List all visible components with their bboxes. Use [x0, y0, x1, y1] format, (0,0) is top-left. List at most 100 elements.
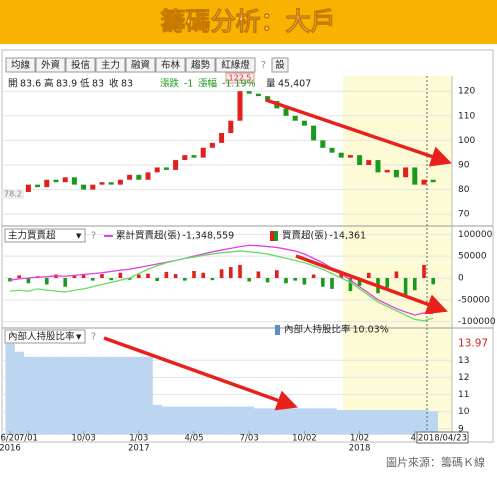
insider-step	[14, 351, 24, 434]
candle	[25, 184, 31, 193]
candle	[237, 91, 243, 121]
panel-selector[interactable]	[4, 228, 86, 243]
info-close-label: 收	[109, 78, 119, 90]
settings-button[interactable]	[271, 57, 289, 73]
candle	[338, 152, 344, 158]
arrow	[103, 336, 298, 411]
flow-bar	[238, 264, 242, 278]
insider-step	[290, 408, 300, 434]
info-high: 83.9	[56, 79, 77, 90]
toolbar-button[interactable]	[155, 57, 186, 73]
insider-step	[33, 356, 43, 434]
toolbar-button[interactable]	[35, 57, 66, 73]
flow-bar	[109, 278, 113, 281]
flow-bar	[155, 278, 159, 282]
panel-selector-label: 內部人持股比率	[8, 331, 75, 343]
toolbar-button[interactable]	[125, 57, 156, 73]
x-tick-label: 7/01	[19, 434, 38, 444]
cursor-date: 2018/04/23	[418, 434, 467, 444]
insider-step	[88, 356, 98, 434]
candle	[191, 155, 197, 158]
info-change-pct_label: 漲幅	[198, 78, 218, 90]
info-change-pct: -1.19%	[222, 79, 256, 90]
insider-step	[115, 356, 126, 434]
y-tick-label: 90	[458, 160, 470, 170]
help-icon[interactable]: ?	[91, 231, 96, 242]
legend-label: 累計買賣超(張)	[116, 230, 180, 242]
y-tick-label: 100	[458, 136, 475, 146]
toolbar-button[interactable]	[185, 57, 216, 73]
y-tick-label: -50000	[458, 295, 490, 305]
toolbar-button[interactable]	[95, 57, 126, 73]
flow-bar	[265, 278, 270, 283]
x-tick-label: 4/05	[184, 434, 203, 444]
y-tick-label: 11	[458, 390, 469, 400]
insider-step	[5, 343, 15, 434]
candle	[430, 179, 436, 183]
highlight-region	[343, 76, 452, 434]
candle	[366, 160, 372, 165]
flow-bar	[100, 274, 104, 278]
candle	[99, 182, 105, 185]
flow-bar	[431, 278, 435, 285]
toolbar-button[interactable]	[215, 57, 256, 73]
source-note: 圖片來源：籌碼Ｋ線	[386, 455, 485, 469]
annotation-arrows	[103, 98, 452, 411]
y-tick-label: 70	[458, 210, 470, 220]
help-icon[interactable]: ?	[91, 332, 96, 343]
candle	[182, 155, 188, 161]
header-title: 籌碼分析：大戶	[160, 7, 335, 36]
toolbar-button-label: 布林	[161, 59, 181, 71]
candle	[145, 172, 151, 180]
toolbar-button[interactable]	[65, 57, 96, 73]
flow-bar	[348, 278, 353, 292]
insider-step	[272, 408, 282, 434]
candle	[265, 96, 271, 102]
flow-bar	[229, 267, 233, 278]
flow-bar	[183, 278, 187, 281]
insider-step	[134, 356, 144, 434]
insider-step	[198, 406, 208, 434]
candle	[90, 184, 96, 190]
flow-bar	[137, 274, 141, 278]
flow-bar	[302, 278, 307, 285]
info-open: 83.6	[20, 79, 41, 90]
insider-step	[207, 406, 218, 434]
toolbar-button[interactable]	[5, 57, 36, 73]
insider-step	[42, 356, 52, 434]
flow-bar	[367, 272, 371, 278]
insider-step	[281, 408, 291, 434]
candle	[81, 184, 87, 190]
insider-step	[51, 356, 61, 434]
insider-step	[189, 406, 199, 434]
candle	[329, 147, 335, 153]
insider-step	[299, 408, 310, 434]
arrow	[295, 254, 448, 315]
toolbar-button-label: 融資	[131, 59, 150, 71]
candle	[357, 155, 363, 165]
toolbar-button-label: 主力	[101, 59, 120, 71]
data-layer: 122.5 78.2	[2, 72, 452, 434]
ui-layer: 均線 外資 投信 主力 融資 布林 趨勢 紅綠燈? 設開 83.6 高 83.9 低 83 收 83 漲跌 -1 漲…	[0, 57, 496, 454]
insider-step	[309, 408, 319, 434]
insider-step	[345, 410, 356, 434]
info-high-label: 高	[44, 78, 54, 90]
info-change-label: 漲跌	[160, 78, 180, 90]
insider-step	[382, 410, 392, 434]
x-tick-label: 7/03	[240, 434, 259, 444]
help-icon[interactable]: ?	[261, 60, 266, 71]
insider-step	[69, 356, 80, 434]
legend-swatch	[274, 231, 278, 241]
y-tick-label: 100000	[458, 230, 493, 240]
legend-label: 內部人持股比率	[284, 324, 351, 336]
panel-selector[interactable]	[4, 329, 86, 344]
insider-step	[364, 410, 374, 434]
toolbar-button-label: 均線	[11, 59, 31, 71]
candle	[35, 184, 41, 188]
candle	[301, 120, 307, 126]
toolbar-button-label: 趨勢	[191, 59, 211, 71]
insider-step	[161, 406, 172, 434]
flow-bar	[91, 278, 95, 281]
info-open-label: 開	[8, 79, 18, 90]
y-tick-label: 9	[458, 424, 464, 434]
